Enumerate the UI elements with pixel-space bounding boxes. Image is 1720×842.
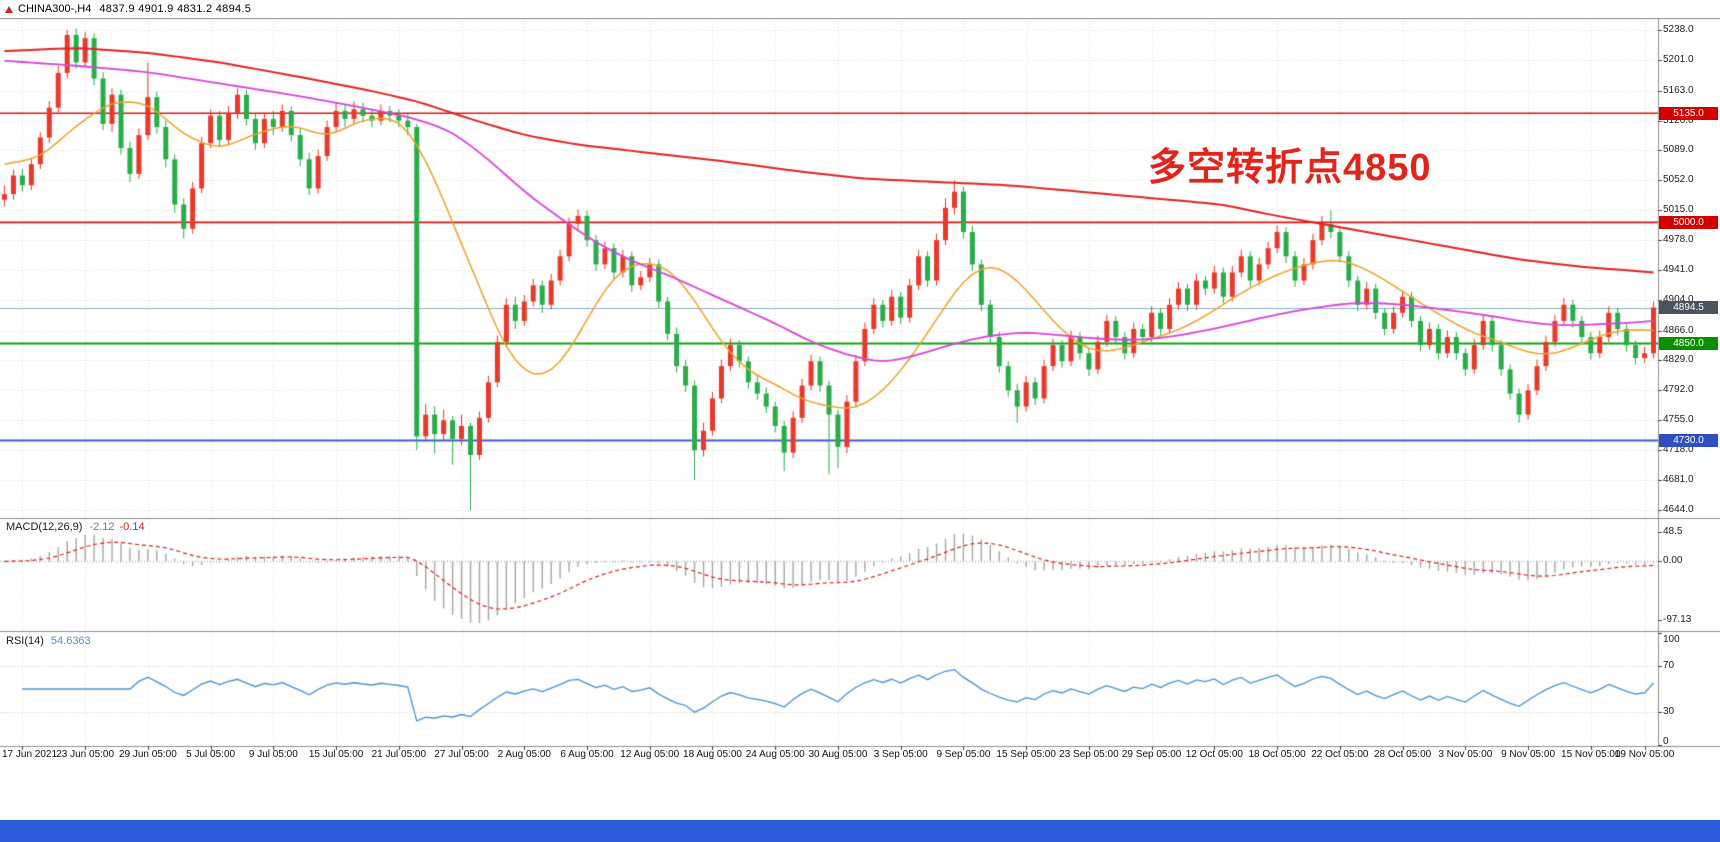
rsi-name-label: RSI(14) (6, 635, 44, 647)
macd-signal-value: -0.14 (119, 521, 145, 533)
ohlc-values-label: 4837.9 4901.9 4831.2 4894.5 (99, 3, 252, 15)
price-tick-label: 4755.0 (1663, 414, 1694, 426)
time-tick-label: 15 Nov 05:00 (1561, 749, 1621, 760)
bottom-bar (0, 820, 1720, 842)
macd-tick-label: 0.00 (1663, 555, 1683, 567)
time-tick-label: 21 Jul 05:00 (371, 749, 427, 760)
time-tick-label: 5 Jul 05:00 (186, 749, 236, 760)
rsi-tick-label: 70 (1663, 660, 1675, 672)
time-tick-label: 2 Aug 05:00 (497, 749, 551, 760)
time-tick-label: 6 Aug 05:00 (560, 749, 614, 760)
time-tick-label: 29 Sep 05:00 (1121, 749, 1182, 760)
time-tick-label: 30 Aug 05:00 (808, 749, 868, 760)
rsi-value: 54.6363 (50, 635, 91, 647)
price-tick-label: 5089.0 (1663, 144, 1694, 156)
rsi-indicator-label: RSI(14) 54.6363 (6, 635, 91, 647)
macd-main-value: -2.12 (89, 521, 115, 533)
price-tick-label: 4829.0 (1663, 354, 1694, 366)
symbol-timeframe-label: CHINA300-,H4 (18, 3, 92, 15)
price-tick-label: 5126.0 (1663, 114, 1694, 126)
time-tick-label: 18 Aug 05:00 (683, 749, 742, 760)
price-axis[interactable]: 5238.0 5201.0 5163.0 5126.0 5089.0 5052.0 5015… (1658, 18, 1720, 747)
price-tick-label: 4904.0 (1663, 293, 1694, 305)
rsi-tick-label: 30 (1663, 705, 1675, 717)
macd-tick-label: -97.13 (1663, 614, 1692, 626)
price-level-tag[interactable]: 5135.0 (1659, 106, 1718, 120)
time-tick-label: 18 Oct 05:00 (1248, 749, 1306, 760)
price-tick-label: 4681.0 (1663, 474, 1694, 486)
time-tick-label: 24 Aug 05:00 (745, 749, 805, 760)
time-tick-label: 23 Sep 05:00 (1059, 749, 1119, 760)
price-tick-label: 5052.0 (1663, 174, 1694, 186)
time-tick-label: 12 Oct 05:00 (1185, 749, 1243, 760)
price-tick-label: 4644.0 (1663, 503, 1694, 515)
price-tick-label: 5163.0 (1663, 84, 1694, 96)
time-tick-label: 9 Jul 05:00 (248, 749, 298, 760)
macd-indicator-label: MACD(12,26,9) -2.12 -0.14 (6, 521, 145, 533)
time-tick-label: 28 Oct 05:00 (1373, 749, 1432, 760)
price-level-tag[interactable]: 4850.0 (1659, 337, 1718, 351)
rsi-tick-label: 100 (1663, 634, 1680, 645)
current-price-tag: 4894.5 (1659, 301, 1718, 315)
chart-annotation-text[interactable]: 多空转折点4850 (1148, 147, 1432, 189)
price-tick-label: 5015.0 (1663, 204, 1694, 216)
symbol-marker-icon (5, 5, 13, 13)
price-tick-label: 4978.0 (1663, 234, 1694, 246)
time-tick-label: 3 Sep 05:00 (873, 749, 928, 760)
price-tick-label: 4941.0 (1663, 264, 1694, 276)
price-level-tag[interactable]: 4730.0 (1659, 433, 1718, 447)
time-tick-label: 15 Jul 05:00 (308, 749, 364, 760)
price-tick-label: 4718.0 (1663, 444, 1694, 456)
time-tick-label: 9 Sep 05:00 (936, 749, 991, 760)
price-level-tag[interactable]: 5000.0 (1659, 215, 1718, 229)
price-tick-label: 4792.0 (1663, 384, 1694, 396)
macd-name-label: MACD(12,26,9) (6, 521, 83, 533)
time-tick-label: 19 Nov 05:00 (1614, 749, 1675, 760)
time-tick-label: 9 Nov 05:00 (1501, 749, 1556, 760)
time-tick-label: 17 Jun 2021 (2, 749, 58, 760)
time-tick-label: 15 Sep 05:00 (996, 749, 1056, 760)
time-tick-label: 12 Aug 05:00 (620, 749, 680, 760)
time-tick-label: 29 Jun 05:00 (118, 749, 177, 760)
time-tick-label: 22 Oct 05:00 (1311, 749, 1369, 760)
time-tick-label: 27 Jul 05:00 (434, 749, 489, 760)
time-tick-label: 3 Nov 05:00 (1438, 749, 1493, 760)
chart-info-bar: CHINA300-,H4 4837.9 4901.9 4831.2 4894.5 (0, 0, 1720, 18)
price-tick-label: 5201.0 (1663, 54, 1694, 65)
time-axis[interactable]: 17 Jun 2021 23 Jun 05:00 29 Jun 05:00 5 Jul… (0, 746, 1720, 766)
macd-tick-label: 48.5 (1663, 526, 1683, 538)
time-tick-label: 23 Jun 05:00 (56, 749, 115, 760)
price-tick-label: 5238.0 (1663, 24, 1694, 36)
price-tick-label: 4866.0 (1663, 324, 1694, 336)
rsi-tick-label: 0 (1663, 736, 1669, 747)
